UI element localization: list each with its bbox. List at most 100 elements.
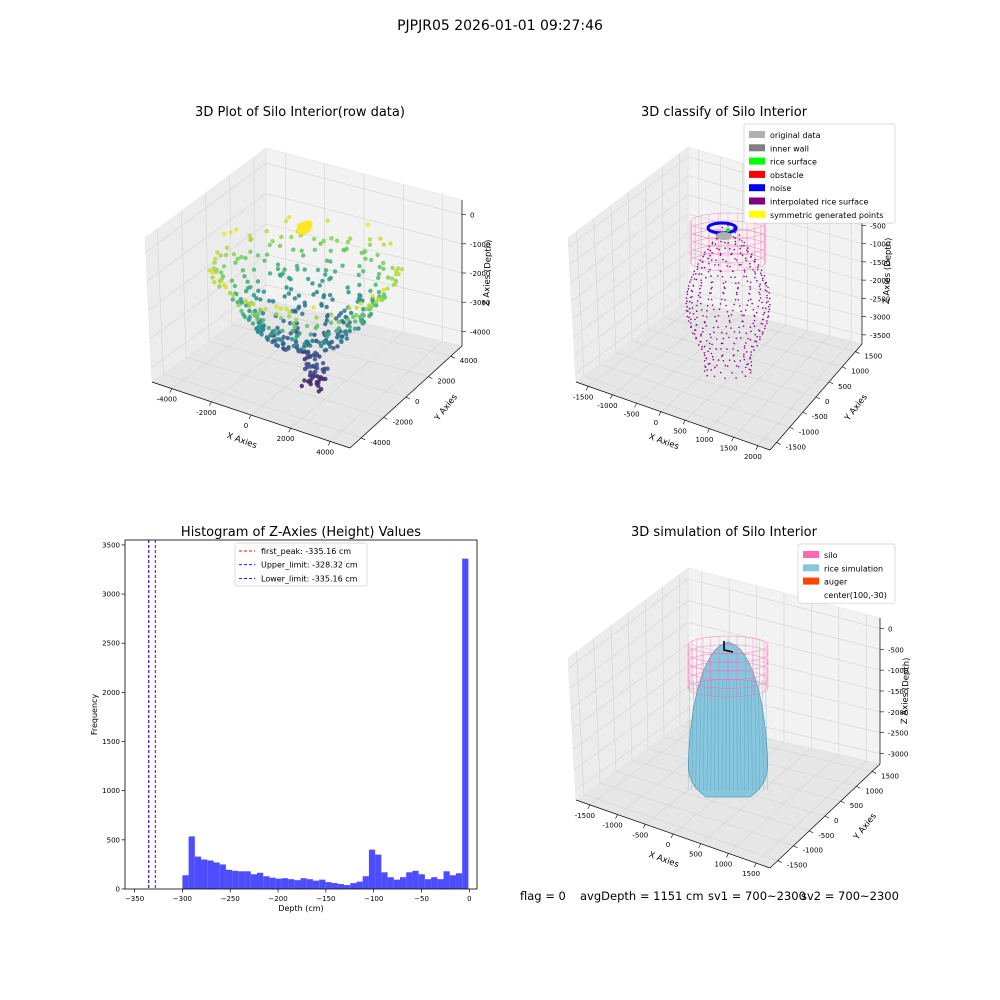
interpolated-rice-point — [765, 281, 767, 284]
raw-data-point — [302, 378, 307, 383]
grid-line — [679, 305, 856, 352]
y-axis-label: Y Axies — [851, 811, 879, 843]
grid-line — [265, 162, 463, 215]
raw-data-point — [357, 263, 362, 269]
histogram-bar — [213, 862, 220, 889]
raw-data-point — [376, 296, 381, 302]
interpolated-rice-point — [711, 355, 714, 358]
interpolated-rice-point — [759, 330, 761, 332]
interpolated-rice-point — [702, 315, 704, 317]
histogram-bar — [257, 872, 264, 889]
interpolated-rice-point — [722, 258, 724, 261]
raw-data-point — [291, 247, 296, 252]
interpolated-rice-point — [721, 276, 724, 278]
raw-data-point — [295, 333, 300, 339]
y-tick-label: 2000 — [437, 378, 455, 386]
interpolated-rice-point — [709, 333, 711, 336]
grid-line — [687, 621, 881, 671]
raw-data-point — [210, 275, 215, 280]
raw-data-point — [376, 271, 382, 277]
raw-data-point — [251, 267, 257, 272]
interpolated-rice-point — [749, 326, 752, 329]
y-tick-label: 1000 — [851, 368, 869, 376]
raw-data-point — [234, 227, 239, 232]
interpolated-rice-point — [740, 263, 742, 266]
raw-data-point — [396, 271, 401, 277]
interpolated-rice-point — [752, 309, 755, 311]
interpolated-rice-point — [685, 302, 687, 305]
raw-data-point — [348, 236, 353, 241]
histogram-bar — [325, 882, 332, 889]
interpolated-rice-point — [760, 322, 762, 325]
raw-data-point — [356, 272, 361, 278]
interpolated-rice-point — [700, 302, 702, 305]
raw-data-point — [224, 245, 230, 250]
y-tick-label: -1000 — [799, 428, 819, 436]
histogram-bar — [462, 558, 469, 889]
raw-data-point — [265, 335, 271, 340]
interpolated-rice-point — [765, 285, 767, 287]
y-tick-label: -500 — [818, 832, 834, 840]
grid-line — [163, 373, 362, 439]
z-tick-label: -4000 — [470, 328, 490, 336]
rice-simulation-mesh — [758, 679, 761, 791]
interpolated-rice-point — [688, 316, 690, 319]
classify-legend-swatch — [749, 184, 765, 192]
raw-data-point — [345, 285, 350, 290]
interpolated-rice-point — [705, 325, 708, 327]
y-tick-label: 0 — [825, 398, 829, 406]
interpolated-rice-point — [733, 331, 736, 333]
raw-data-point — [264, 252, 270, 257]
y-tick-mark — [361, 437, 366, 441]
interpolated-rice-point — [691, 301, 693, 304]
raw-data-point — [213, 256, 218, 261]
raw-data-point — [283, 218, 289, 224]
interpolated-rice-point — [728, 359, 731, 362]
interpolated-rice-point — [722, 291, 724, 294]
interpolated-rice-point — [719, 270, 721, 272]
interpolated-rice-point — [704, 251, 706, 253]
interpolated-rice-point — [725, 260, 727, 263]
raw-data-point — [317, 340, 322, 345]
raw-data-point — [311, 371, 316, 376]
interpolated-rice-point — [737, 299, 740, 301]
raw-data-point — [250, 310, 255, 315]
grid-line — [572, 665, 689, 750]
y-tick-label: 1000 — [102, 787, 120, 795]
raw-data-point — [304, 323, 310, 329]
raw-data-point — [213, 270, 219, 275]
x-axis-label: Depth (cm) — [278, 904, 323, 913]
interpolated-rice-point — [747, 247, 749, 249]
interpolated-rice-point — [720, 240, 722, 243]
interpolated-rice-point — [738, 326, 740, 329]
raw-data-point — [302, 341, 307, 347]
x-tick-label: -4000 — [157, 396, 177, 404]
raw-data-point — [299, 383, 304, 389]
interpolated-rice-point — [745, 332, 748, 335]
x-tick-mark — [707, 428, 710, 433]
x-axis-line — [575, 799, 771, 869]
raw-data-point — [325, 218, 330, 223]
status-flag: flag = 0 — [520, 889, 566, 903]
grid-line — [574, 271, 689, 356]
interpolated-rice-point — [696, 304, 698, 307]
raw-data-point — [314, 289, 320, 295]
interpolated-rice-point — [750, 330, 752, 333]
interpolated-rice-point — [736, 293, 738, 296]
raw-data-point — [228, 230, 233, 235]
interpolated-rice-point — [768, 292, 770, 294]
interpolated-rice-point — [690, 276, 693, 279]
raw-data-point — [292, 296, 298, 301]
raw-data-point — [361, 313, 366, 318]
interpolated-rice-point — [754, 276, 756, 279]
interpolated-rice-point — [691, 295, 693, 298]
histogram-bar — [238, 871, 245, 889]
interpolated-rice-point — [759, 288, 762, 291]
z-tick-label: -2000 — [870, 277, 890, 285]
interpolated-rice-point — [725, 332, 728, 335]
interpolated-rice-point — [745, 259, 747, 262]
interpolated-rice-point — [707, 350, 709, 353]
interpolated-rice-point — [754, 333, 756, 336]
simulation-legend-label: silo — [824, 551, 838, 560]
